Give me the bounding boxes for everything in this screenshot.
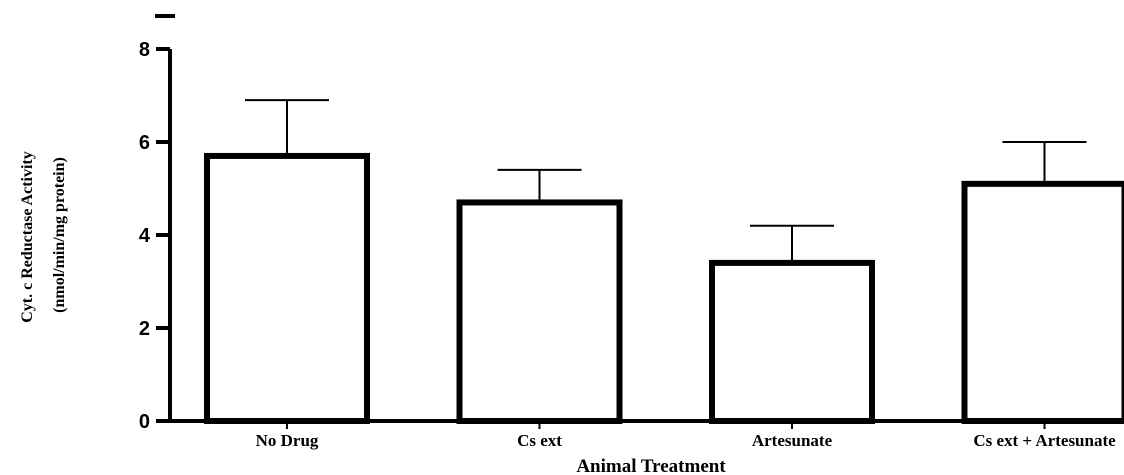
bar-group (456, 168, 623, 424)
x-tick-label: Cs ext (517, 431, 562, 450)
x-tick-label: Cs ext + Artesunate (973, 431, 1116, 450)
bar (961, 180, 1124, 424)
y-tick-label: 2 (139, 318, 150, 340)
y-axis-label-line-2: (nmol/min/mg protein) (51, 157, 68, 313)
y-tick-label: 0 (139, 411, 150, 433)
bar-group (204, 99, 370, 424)
x-axis-label: Animal Treatment (576, 456, 726, 475)
bar-group (961, 141, 1124, 424)
y-axis-label-line-1: Cyt. c Reductase Activity (19, 151, 36, 323)
bar (709, 259, 875, 424)
y-tick-label: 8 (139, 39, 150, 61)
y-tick-label: 6 (139, 132, 150, 154)
x-tick-label: Artesunate (752, 431, 833, 450)
bars-layer (204, 99, 1124, 424)
x-tick-label: No Drug (256, 431, 319, 450)
bar-group (709, 224, 875, 424)
bar (456, 199, 623, 424)
y-axis-label: Cyt. c Reductase Activity (nmol/min/mg p… (19, 147, 68, 323)
ticks-layer: No Drug Cs ext Artesunate Cs ext + Artesuna… (139, 39, 1116, 450)
labels-layer: Animal Treatment Cyt. c Reductase Activi… (19, 147, 726, 475)
bar (204, 152, 370, 424)
y-tick-label: 4 (139, 225, 151, 247)
